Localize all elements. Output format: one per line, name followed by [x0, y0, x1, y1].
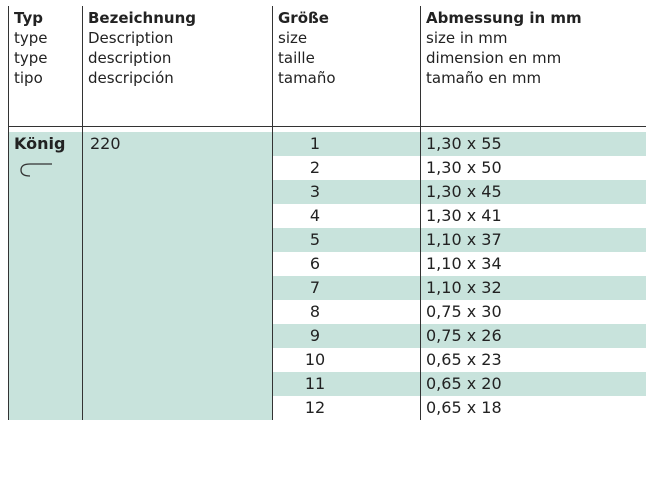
- dimension-cell: 1,30 x 50: [426, 158, 502, 177]
- dimension-cell: 0,65 x 23: [426, 350, 502, 369]
- row-bg: [272, 180, 646, 204]
- header-line: tamaño: [278, 69, 336, 87]
- column-line: [272, 6, 273, 420]
- row-bg: [272, 228, 646, 252]
- size-cell: 5: [309, 230, 321, 249]
- type-cell: König: [14, 134, 66, 153]
- header-rule: [8, 126, 646, 127]
- header-line: tamaño en mm: [426, 69, 542, 87]
- header-line: Größe: [278, 9, 329, 27]
- dimension-cell: 0,75 x 30: [426, 302, 502, 321]
- row-bg: [272, 372, 646, 396]
- dimension-cell: 1,30 x 55: [426, 134, 502, 153]
- size-cell: 1: [309, 134, 321, 153]
- dimension-cell: 1,10 x 37: [426, 230, 502, 249]
- size-cell: 9: [309, 326, 321, 345]
- header-line: description: [88, 49, 172, 67]
- dimension-cell: 1,30 x 41: [426, 206, 502, 225]
- dimension-cell: 1,10 x 34: [426, 254, 502, 273]
- size-cell: 12: [304, 398, 326, 417]
- size-cell: 4: [309, 206, 321, 225]
- header-line: Typ: [14, 9, 43, 27]
- type-bg: [8, 132, 272, 420]
- header-line: size: [278, 29, 308, 47]
- row-bg: [272, 132, 646, 156]
- size-cell: 8: [309, 302, 321, 321]
- type-icon: [18, 160, 54, 178]
- header-line: type: [14, 49, 48, 67]
- size-cell: 2: [309, 158, 321, 177]
- size-cell: 3: [309, 182, 321, 201]
- icon-svg: [20, 163, 52, 177]
- dimension-cell: 1,10 x 32: [426, 278, 502, 297]
- header-line: Abmessung in mm: [426, 9, 582, 27]
- header-line: Bezeichnung: [88, 9, 196, 27]
- header-line: Description: [88, 29, 174, 47]
- header-line: type: [14, 29, 48, 47]
- dimension-cell: 0,75 x 26: [426, 326, 502, 345]
- column-line: [8, 6, 9, 420]
- row-bg: [272, 276, 646, 300]
- size-cell: 10: [304, 350, 326, 369]
- dimension-cell: 0,65 x 18: [426, 398, 502, 417]
- description-cell: 220: [90, 134, 121, 153]
- header-line: dimension en mm: [426, 49, 562, 67]
- column-line: [82, 6, 83, 420]
- size-cell: 7: [309, 278, 321, 297]
- header-line: tipo: [14, 69, 43, 87]
- row-bg: [272, 324, 646, 348]
- size-cell: 6: [309, 254, 321, 273]
- dimension-cell: 0,65 x 20: [426, 374, 502, 393]
- size-cell: 11: [304, 374, 326, 393]
- header-line: size in mm: [426, 29, 508, 47]
- header-line: descripción: [88, 69, 174, 87]
- column-line: [420, 6, 421, 420]
- header-line: taille: [278, 49, 315, 67]
- dimension-cell: 1,30 x 45: [426, 182, 502, 201]
